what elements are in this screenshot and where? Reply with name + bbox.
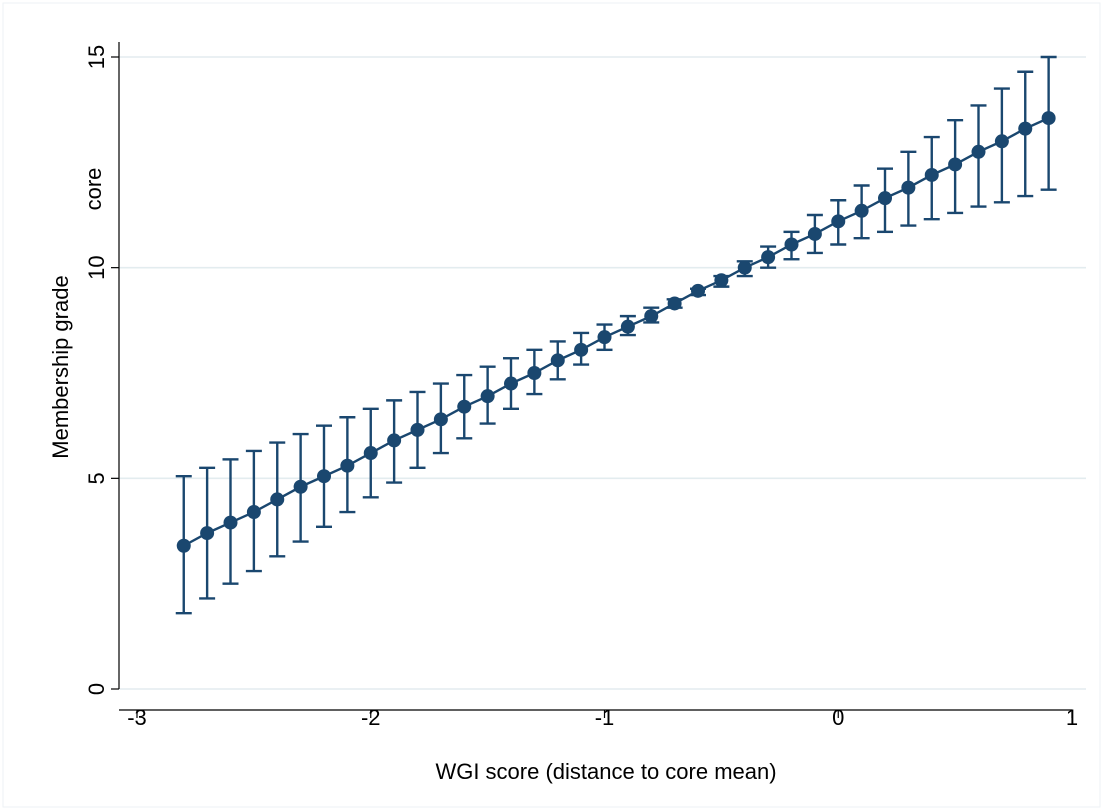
data-point (480, 389, 495, 404)
y-axis-label: Membership grade (48, 275, 73, 458)
x-tick-label: 1 (1066, 705, 1078, 730)
y-tick-label: 15 (84, 45, 109, 69)
data-point (994, 134, 1009, 149)
data-point (504, 376, 518, 391)
data-point (831, 214, 846, 229)
data-point (363, 446, 378, 461)
x-tick-label: -3 (127, 705, 147, 730)
data-point (971, 144, 986, 159)
data-point (387, 433, 402, 448)
data-point (457, 399, 472, 414)
x-tick-label: -2 (361, 705, 381, 730)
x-tick-label: 0 (832, 705, 844, 730)
data-point (597, 330, 612, 345)
axes (118, 42, 1072, 711)
x-axis-label: WGI score (distance to core mean) (435, 759, 776, 784)
data-point (948, 157, 963, 172)
data-point (667, 296, 682, 311)
data-point (270, 492, 285, 507)
data-point (761, 250, 776, 265)
data-point (784, 237, 799, 252)
y-tick-label: 0 (84, 683, 109, 695)
data-point (807, 226, 822, 241)
data-point (433, 412, 448, 427)
data-point (714, 273, 729, 288)
y-tick-label: 5 (84, 472, 109, 484)
data-point (246, 505, 261, 520)
data-point (620, 319, 635, 334)
data-point (924, 167, 939, 182)
data-point (854, 203, 869, 218)
data-point (176, 538, 191, 553)
data-point (574, 342, 589, 357)
data-point (410, 422, 425, 437)
data-point (737, 260, 752, 275)
data-point (878, 191, 892, 206)
data-point (527, 366, 542, 380)
data-point (293, 479, 308, 494)
data-point (691, 283, 705, 298)
ticks: 0 5 10 15 -3 -2 -1 0 1 (84, 45, 1078, 730)
data-point (644, 309, 659, 324)
data-point (200, 526, 215, 541)
data-points (176, 111, 1056, 553)
data-point (550, 353, 565, 368)
y-tick-label: 10 (84, 255, 109, 279)
x-tick-label: -1 (595, 705, 615, 730)
y-axis-label-annotation: core (81, 168, 106, 211)
data-point (340, 458, 355, 473)
grid-lines (119, 56, 1086, 690)
data-point (223, 515, 238, 530)
data-point (901, 180, 916, 195)
data-point (1018, 121, 1033, 136)
data-point (317, 469, 331, 484)
data-point (1041, 111, 1056, 126)
